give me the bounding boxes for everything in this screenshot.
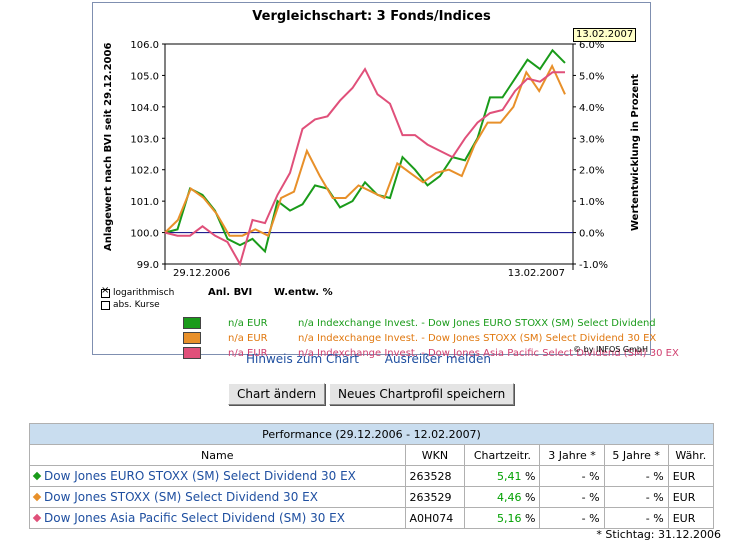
- performance-table: Performance (29.12.2006 - 12.02.2007) Na…: [29, 423, 715, 529]
- legend-bvi: n/a EUR: [228, 317, 268, 329]
- tick-label-right: -1.0%: [579, 260, 608, 271]
- legend-row: n/a EUR n/a Indexchange Invest. - Dow Jon…: [183, 347, 679, 359]
- series-marker-icon: [32, 513, 42, 523]
- legend-swatch: [183, 332, 201, 344]
- table-row: Dow Jones STOXX (SM) Select Dividend 30 …: [29, 486, 715, 508]
- copyright: © by INFOS GmbH: [573, 345, 648, 354]
- tick-label-left: 105.0: [130, 71, 159, 82]
- wkn: 263529: [404, 486, 466, 508]
- series-marker-icon: [32, 492, 42, 502]
- legend-text: n/a Indexchange Invest. - Dow Jones Asia…: [298, 347, 679, 359]
- log-option-label: logarithmisch: [113, 288, 175, 298]
- legend-bvi: n/a EUR: [228, 347, 268, 359]
- currency: EUR: [667, 486, 715, 508]
- table-row: Dow Jones Asia Pacific Select Dividend (…: [29, 507, 715, 529]
- fund-link[interactable]: Dow Jones STOXX (SM) Select Dividend 30 …: [32, 490, 401, 504]
- col-5y: 5 Jahre *: [603, 444, 669, 466]
- legend-swatch: [183, 347, 201, 359]
- series-line-1: [164, 48, 566, 254]
- legend-bvi: n/a EUR: [228, 332, 268, 344]
- tick-label-left: 104.0: [130, 103, 159, 114]
- tick-label-right: 2.0%: [579, 166, 604, 177]
- perf-3y: - %: [539, 486, 605, 508]
- col-chart: Chartzeitr.: [464, 444, 541, 466]
- col-name: Name: [29, 444, 406, 466]
- legend-head-bvi: Anl. BVI: [208, 287, 253, 298]
- col-3y: 3 Jahre *: [539, 444, 605, 466]
- legend-row: n/a EUR n/a Indexchange Invest. - Dow Jon…: [183, 332, 656, 344]
- perf-5y: - %: [603, 465, 669, 487]
- tick-label-left: 106.0: [130, 40, 159, 51]
- tick-label-left: 102.0: [130, 166, 159, 177]
- line-chart: 106.0 105.0 104.0 103.0 102.0 101.0 100.0 99.0 6…: [130, 40, 608, 279]
- wkn: 263528: [404, 465, 466, 487]
- tick-label-left: 103.0: [130, 134, 159, 145]
- outlier-link[interactable]: Ausreißer melden: [384, 352, 491, 366]
- legend-text: n/a Indexchange Invest. - Dow Jones STOX…: [298, 332, 657, 344]
- currency: EUR: [667, 465, 715, 487]
- change-chart-button[interactable]: Chart ändern: [228, 383, 326, 405]
- fund-name[interactable]: Dow Jones Asia Pacific Select Dividend (…: [44, 511, 345, 525]
- legend-text: n/a Indexchange Invest. - Dow Jones EURO…: [298, 317, 656, 329]
- perf-5y: - %: [603, 507, 669, 529]
- abs-option[interactable]: abs. Kurse: [101, 300, 160, 310]
- tick-label-right: 3.0%: [579, 134, 604, 145]
- tick-label-left: 100.0: [130, 229, 159, 240]
- tick-label-right: 6.0%: [579, 40, 604, 51]
- chart-perf: 4,46: [497, 490, 522, 504]
- tick-label-right: 0.0%: [579, 229, 604, 240]
- wkn: A0H074: [404, 507, 466, 529]
- fund-link[interactable]: Dow Jones Asia Pacific Select Dividend (…: [32, 511, 401, 525]
- abs-option-label: abs. Kurse: [113, 300, 160, 310]
- hint-link[interactable]: Hinweis zum Chart: [246, 352, 359, 366]
- perf-5y: - %: [603, 486, 669, 508]
- chart-perf: 5,41: [497, 469, 522, 483]
- chart-links: Hinweis zum Chart Ausreißer melden: [246, 352, 513, 366]
- legend-swatch: [183, 317, 201, 329]
- col-cur: Währ.: [667, 444, 715, 466]
- currency: EUR: [667, 507, 715, 529]
- tick-label-right: 4.0%: [579, 103, 604, 114]
- log-option[interactable]: logarithmisch: [101, 285, 175, 298]
- pct-sign: %: [525, 511, 536, 525]
- legend-head-w: W.entw. %: [274, 287, 333, 298]
- fund-name[interactable]: Dow Jones EURO STOXX (SM) Select Dividen…: [44, 469, 356, 483]
- plot-area: [164, 43, 574, 265]
- log-checkbox[interactable]: [101, 285, 110, 298]
- x-label-end: 13.02.2007: [508, 268, 565, 279]
- chart-perf: 5,16: [497, 511, 522, 525]
- chart-panel: Vergleichschart: 3 Fonds/Indices 106.0 10…: [92, 2, 679, 359]
- y-axis-right-label: Wertentwicklung in Prozent: [630, 73, 641, 231]
- tick-label-right: 1.0%: [579, 197, 604, 208]
- col-wkn: WKN: [404, 444, 466, 466]
- footnote: * Stichtag: 31.12.2006: [596, 528, 721, 541]
- tick-label-right: 5.0%: [579, 71, 604, 82]
- perf-3y: - %: [539, 507, 605, 529]
- tick-label-left: 101.0: [130, 197, 159, 208]
- fund-link[interactable]: Dow Jones EURO STOXX (SM) Select Dividen…: [32, 469, 401, 483]
- series-line-2: [164, 63, 566, 238]
- pct-sign: %: [525, 469, 536, 483]
- tick-label-left: 99.0: [137, 260, 159, 271]
- series-line-3: [164, 67, 565, 267]
- table-caption: Performance (29.12.2006 - 12.02.2007): [29, 423, 714, 445]
- perf-3y: - %: [539, 465, 605, 487]
- fund-name[interactable]: Dow Jones STOXX (SM) Select Dividend 30 …: [44, 490, 318, 504]
- date-tooltip: 13.02.2007: [573, 28, 637, 42]
- legend-row: n/a EUR n/a Indexchange Invest. - Dow Jon…: [183, 317, 656, 329]
- chart-title: Vergleichschart: 3 Fonds/Indices: [252, 9, 491, 24]
- series-marker-icon: [32, 471, 42, 481]
- abs-checkbox[interactable]: [101, 300, 110, 310]
- save-profile-button[interactable]: Neues Chartprofil speichern: [329, 383, 515, 405]
- pct-sign: %: [525, 490, 536, 504]
- table-row: Dow Jones EURO STOXX (SM) Select Dividen…: [29, 465, 715, 487]
- y-axis-left-label: Anlagewert nach BVI seit 29.12.2006: [103, 42, 114, 251]
- x-label-start: 29.12.2006: [173, 268, 230, 279]
